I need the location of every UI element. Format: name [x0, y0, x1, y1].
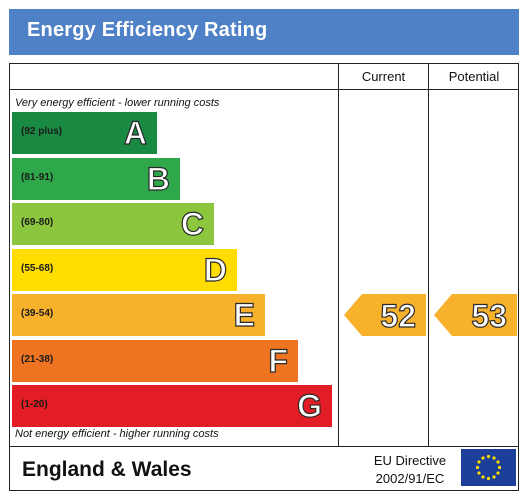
band-letter: B — [146, 160, 170, 197]
divider-potential — [428, 63, 429, 447]
eu-star-icon — [496, 471, 500, 475]
band-letter: C — [180, 205, 204, 242]
rating-frame — [9, 63, 519, 491]
region-label: England & Wales — [22, 458, 192, 481]
footer-divider — [9, 446, 519, 447]
eu-star-icon — [486, 454, 491, 459]
eu-star-icon — [492, 475, 496, 479]
band-letter: F — [268, 342, 289, 379]
caption-bottom: Not energy efficient - higher running co… — [15, 428, 219, 440]
eu-star-icon — [486, 476, 491, 481]
band-letter: E — [233, 296, 256, 333]
band-e: (39-54) E — [12, 294, 265, 336]
eu-directive: EU Directive 2002/91/EC — [360, 452, 460, 488]
band-letter: A — [123, 114, 147, 151]
directive-line-1: EU Directive — [373, 453, 447, 468]
band-range-label: (55-68) — [21, 263, 54, 274]
band-letter: G — [297, 387, 323, 424]
eu-star-icon — [497, 465, 502, 470]
band-f: (21-38) F — [12, 340, 298, 382]
chart-title: Energy Efficiency Rating — [27, 19, 268, 41]
band-range-label: (21-38) — [21, 354, 54, 365]
band-a: (92 plus) A — [12, 112, 157, 154]
band-letter: D — [203, 251, 227, 288]
title-banner: Energy Efficiency Rating — [9, 9, 519, 55]
eu-star-icon — [481, 475, 485, 479]
band-c: (69-80) C — [12, 203, 214, 245]
eu-star-icon — [475, 465, 480, 470]
band-range-label: (81-91) — [21, 172, 54, 183]
caption-top: Very energy efficient - lower running co… — [15, 97, 220, 109]
band-range-label: (69-80) — [21, 217, 54, 228]
band-range-label: (92 plus) — [21, 126, 63, 137]
divider-current — [338, 63, 339, 447]
eu-star-icon — [492, 456, 496, 460]
header-divider — [9, 89, 519, 90]
eu-flag-icon — [461, 449, 516, 486]
column-potential: Potential — [448, 69, 500, 84]
eu-star-icon — [477, 471, 481, 475]
band-d: (55-68) D — [12, 249, 237, 291]
band-b: (81-91) B — [12, 158, 180, 200]
eu-star-icon — [481, 456, 485, 460]
eu-star-icon — [477, 460, 481, 464]
band-range-label: (39-54) — [21, 308, 54, 319]
band-g: (1-20) G — [12, 385, 332, 427]
directive-line-2: 2002/91/EC — [375, 471, 445, 486]
column-current: Current — [361, 69, 406, 84]
band-range-label: (1-20) — [21, 399, 48, 410]
eu-star-icon — [496, 460, 500, 464]
